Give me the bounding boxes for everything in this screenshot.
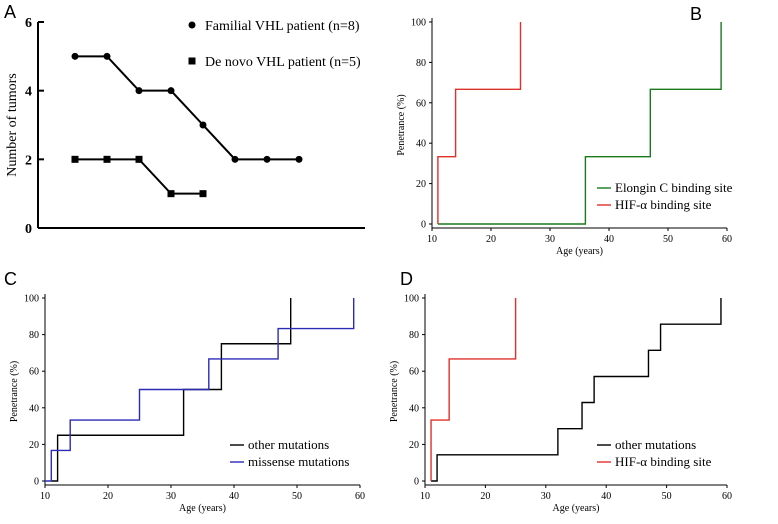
x-tick-label-c: 10 (40, 491, 50, 502)
data-point-square (199, 190, 207, 198)
legend-label-d-1: HIF-α binding site (615, 454, 712, 469)
y-tick-label-d: 0 (414, 477, 419, 488)
x-tick-label-d: 10 (420, 491, 430, 502)
y-tick-label-d: 100 (404, 294, 419, 305)
x-tick-label-b: 50 (663, 234, 673, 245)
x-tick-label-b: 20 (486, 234, 496, 245)
series-line-a-1 (75, 158, 203, 195)
legend-marker-circle (188, 21, 196, 29)
x-axis-label-d: Age (years) (553, 503, 600, 514)
series-line-d-1 (430, 298, 517, 481)
y-tick-label-c: 40 (29, 403, 39, 414)
data-point-circle (167, 87, 175, 95)
y-tick-label-c: 100 (24, 294, 39, 305)
y-tick-label-b: 60 (416, 98, 426, 109)
x-tick-label-d: 50 (662, 491, 672, 502)
y-tick-label-d: 80 (409, 330, 419, 341)
y-tick-label-d: 20 (409, 440, 419, 451)
x-tick-label-c: 50 (292, 491, 302, 502)
series-line-d-0 (431, 298, 722, 482)
data-point-circle (263, 155, 271, 163)
x-tick-label-d: 60 (722, 491, 732, 502)
legend-label-d-0: other mutations (615, 437, 696, 452)
y-axis-label-a: Number of tumors (5, 73, 20, 176)
series-line-a-0 (75, 55, 299, 161)
x-axis-label-b: Age (years) (556, 246, 603, 257)
x-tick-label-c: 60 (355, 491, 365, 502)
data-point-square (135, 155, 143, 163)
x-axis-label-c: Age (years) (179, 503, 226, 514)
y-tick-label-c: 80 (29, 330, 39, 341)
x-tick-label-d: 40 (601, 491, 611, 502)
y-tick-label-a: 2 (25, 153, 32, 168)
x-tick-label-c: 40 (229, 491, 239, 502)
series-line-c-1 (45, 298, 355, 482)
legend-label-b-0: Elongin C binding site (615, 180, 733, 195)
legend-marker-square (188, 57, 196, 65)
y-axis-label-d: Penetrance (%) (389, 361, 400, 422)
x-tick-label-b: 60 (722, 234, 732, 245)
data-point-circle (199, 121, 207, 129)
data-point-circle (295, 155, 303, 163)
x-tick-label-c: 20 (103, 491, 113, 502)
data-point-square (103, 155, 111, 163)
y-tick-label-b: 80 (416, 58, 426, 69)
x-tick-label-c: 30 (166, 491, 176, 502)
legend-label-a-1: De novo VHL patient (n=5) (205, 55, 361, 70)
legend-label-b-1: HIF-α binding site (615, 197, 712, 212)
data-point-square (71, 155, 79, 163)
series-line-b-1 (437, 22, 522, 224)
data-point-circle (71, 52, 79, 60)
y-axis-label-b: Penetrance (%) (396, 94, 407, 155)
y-tick-label-c: 60 (29, 367, 39, 378)
y-tick-label-a: 0 (25, 222, 32, 237)
y-tick-label-b: 20 (416, 179, 426, 190)
series-line-b-0 (437, 22, 722, 225)
panel-letter-a: A (4, 2, 16, 22)
y-tick-label-b: 40 (416, 139, 426, 150)
data-point-circle (103, 52, 111, 60)
x-tick-label-b: 10 (427, 234, 437, 245)
legend-label-c-1: missense mutations (248, 454, 349, 469)
legend-label-a-0: Familial VHL patient (n=8) (205, 19, 360, 34)
data-point-circle (135, 87, 143, 95)
panel-letter-b: B (690, 4, 702, 24)
y-tick-label-c: 0 (34, 477, 39, 488)
data-point-square (167, 190, 175, 198)
y-tick-label-b: 0 (421, 220, 426, 231)
y-tick-label-b: 100 (411, 18, 426, 29)
panel-letter-d: D (400, 269, 413, 289)
x-tick-label-d: 20 (480, 491, 490, 502)
panel-letter-c: C (4, 269, 17, 289)
y-tick-label-d: 60 (409, 367, 419, 378)
data-point-circle (231, 155, 239, 163)
legend-label-c-0: other mutations (248, 437, 329, 452)
y-axis-label-c: Penetrance (%) (9, 361, 20, 422)
y-tick-label-c: 20 (29, 440, 39, 451)
x-tick-label-b: 40 (604, 234, 614, 245)
y-tick-label-d: 40 (409, 403, 419, 414)
y-tick-label-a: 6 (25, 16, 32, 31)
x-tick-label-d: 30 (541, 491, 551, 502)
y-tick-label-a: 4 (25, 85, 32, 100)
x-tick-label-b: 30 (545, 234, 555, 245)
